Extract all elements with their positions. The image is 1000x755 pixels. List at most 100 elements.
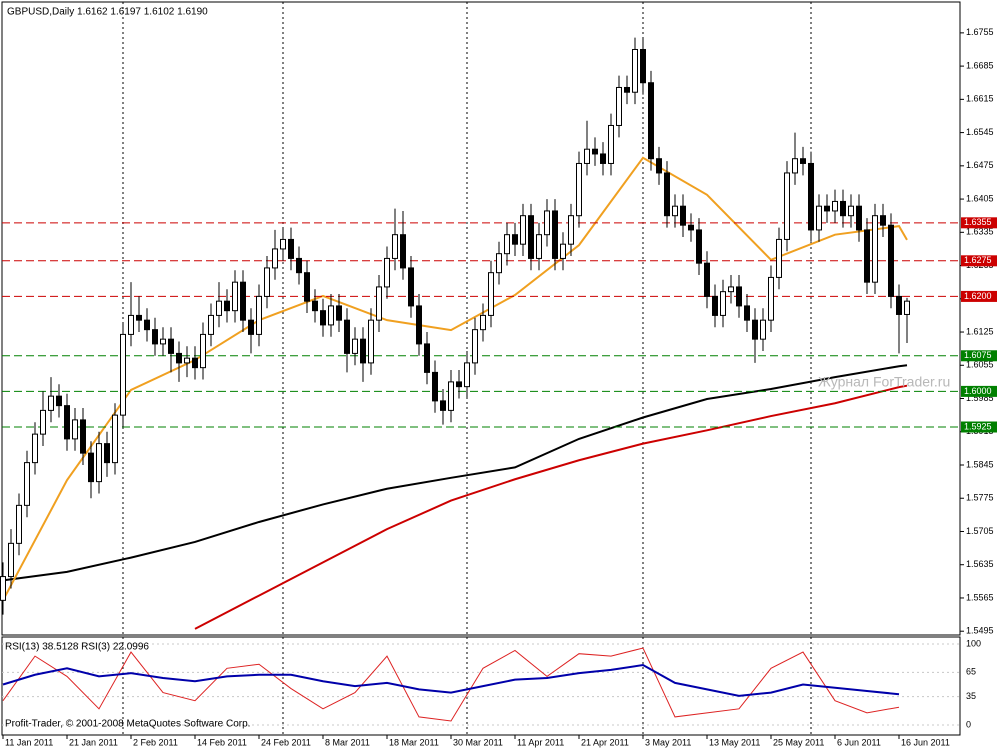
candle-body (24, 462, 30, 506)
candle-body (464, 362, 470, 388)
candle-body (712, 295, 718, 316)
x-tick-label: 11 Apr 2011 (517, 737, 564, 747)
candle-body (40, 409, 46, 435)
candle-body (432, 371, 438, 402)
y-tick-label: 1.6755 (966, 27, 994, 37)
candle-body (664, 172, 670, 217)
candle-body (0, 576, 6, 601)
x-tick-label: 21 Apr 2011 (581, 737, 629, 747)
rsi-line (2, 664, 900, 697)
candle-body (560, 243, 566, 259)
candle-body (552, 210, 558, 259)
level-label: 1.6355 (964, 217, 992, 227)
y-tick-label: 1.5705 (966, 526, 994, 536)
candle-body (272, 248, 278, 269)
level-label-box (961, 255, 997, 267)
candle-body (136, 314, 142, 321)
candle-body (776, 238, 782, 278)
candle-body (456, 381, 462, 388)
candle-body (360, 338, 366, 364)
candle-body (840, 200, 846, 217)
candle-body (768, 276, 774, 321)
y-tick-label: 35 (966, 691, 976, 701)
candle-body (248, 319, 254, 335)
candle-body (280, 238, 286, 250)
y-tick-label: 1.5565 (966, 592, 994, 602)
main-frame (1, 1, 961, 636)
candle-body (736, 286, 742, 307)
y-tick-label: 1.6405 (966, 193, 994, 203)
candle-body (224, 300, 230, 312)
level-label-box (961, 350, 997, 362)
x-tick-label: 14 Feb 2011 (197, 737, 247, 747)
candle-body (128, 314, 134, 335)
x-tick-label: 2 Feb 2011 (133, 737, 178, 747)
y-tick-label: 1.5495 (966, 626, 994, 636)
x-tick-label: 16 Jun 2011 (901, 737, 950, 747)
x-tick-label: 24 Feb 2011 (261, 737, 311, 747)
watermark: Журнал ForTrader.ru (818, 374, 950, 390)
level-label: 1.6075 (964, 350, 992, 360)
candle-body (816, 205, 822, 231)
candle-body (648, 82, 654, 160)
candle-body (32, 433, 38, 464)
candle-body (904, 300, 910, 315)
candle-body (96, 443, 102, 483)
candle-body (760, 319, 766, 340)
candle-body (488, 272, 494, 316)
x-tick-label: 25 May 2011 (773, 737, 824, 747)
candle-body (688, 224, 694, 231)
candle-body (8, 542, 14, 578)
candle-body (848, 205, 854, 217)
candle-body (240, 281, 246, 321)
candle-body (632, 48, 638, 93)
candle-body (472, 329, 478, 364)
copyright: Profit-Trader, © 2001-2008 MetaQuotes So… (5, 719, 250, 730)
candle-body (176, 352, 182, 364)
candle-body (448, 381, 454, 411)
candle-body (88, 452, 94, 483)
candle-body (480, 314, 486, 331)
y-tick-label: 1.6475 (966, 160, 994, 170)
candle-body (752, 319, 758, 340)
candle-body (896, 295, 902, 315)
candle-body (640, 48, 646, 84)
level-label: 1.6275 (964, 255, 992, 265)
candle-body (728, 286, 734, 293)
candle-body (624, 86, 630, 93)
candle-body (304, 272, 310, 302)
candle-body (152, 329, 158, 345)
y-tick-label: 1.6615 (966, 94, 994, 104)
x-tick-label: 11 Jan 2011 (5, 737, 53, 747)
y-tick-label: 65 (966, 667, 976, 677)
candle-body (216, 300, 222, 316)
level-label-box (961, 290, 997, 302)
candle-body (424, 343, 430, 373)
candle-body (504, 234, 510, 255)
candle-body (328, 305, 334, 326)
candle-body (120, 333, 126, 416)
y-tick-label: 1.6055 (966, 360, 994, 370)
y-tick-label: 0 (966, 719, 971, 729)
x-tick-label: 18 Mar 2011 (389, 737, 439, 747)
level-label-box (961, 217, 997, 229)
candle-body (320, 310, 326, 326)
candle-body (520, 215, 526, 245)
candle-body (656, 158, 662, 174)
x-tick-label: 30 Mar 2011 (453, 737, 503, 747)
candle-body (528, 215, 534, 259)
candle-body (888, 224, 894, 297)
candle-body (680, 205, 686, 226)
level-label: 1.5925 (964, 421, 992, 431)
candle-body (880, 215, 886, 226)
candle-body (160, 338, 166, 345)
y-tick-label: 1.6685 (966, 60, 994, 70)
candle-body (872, 215, 878, 283)
y-tick-label: 1.6545 (966, 127, 994, 137)
candle-body (440, 400, 446, 411)
candle-body (200, 333, 206, 369)
candle-body (672, 205, 678, 217)
level-label-box (961, 385, 997, 397)
